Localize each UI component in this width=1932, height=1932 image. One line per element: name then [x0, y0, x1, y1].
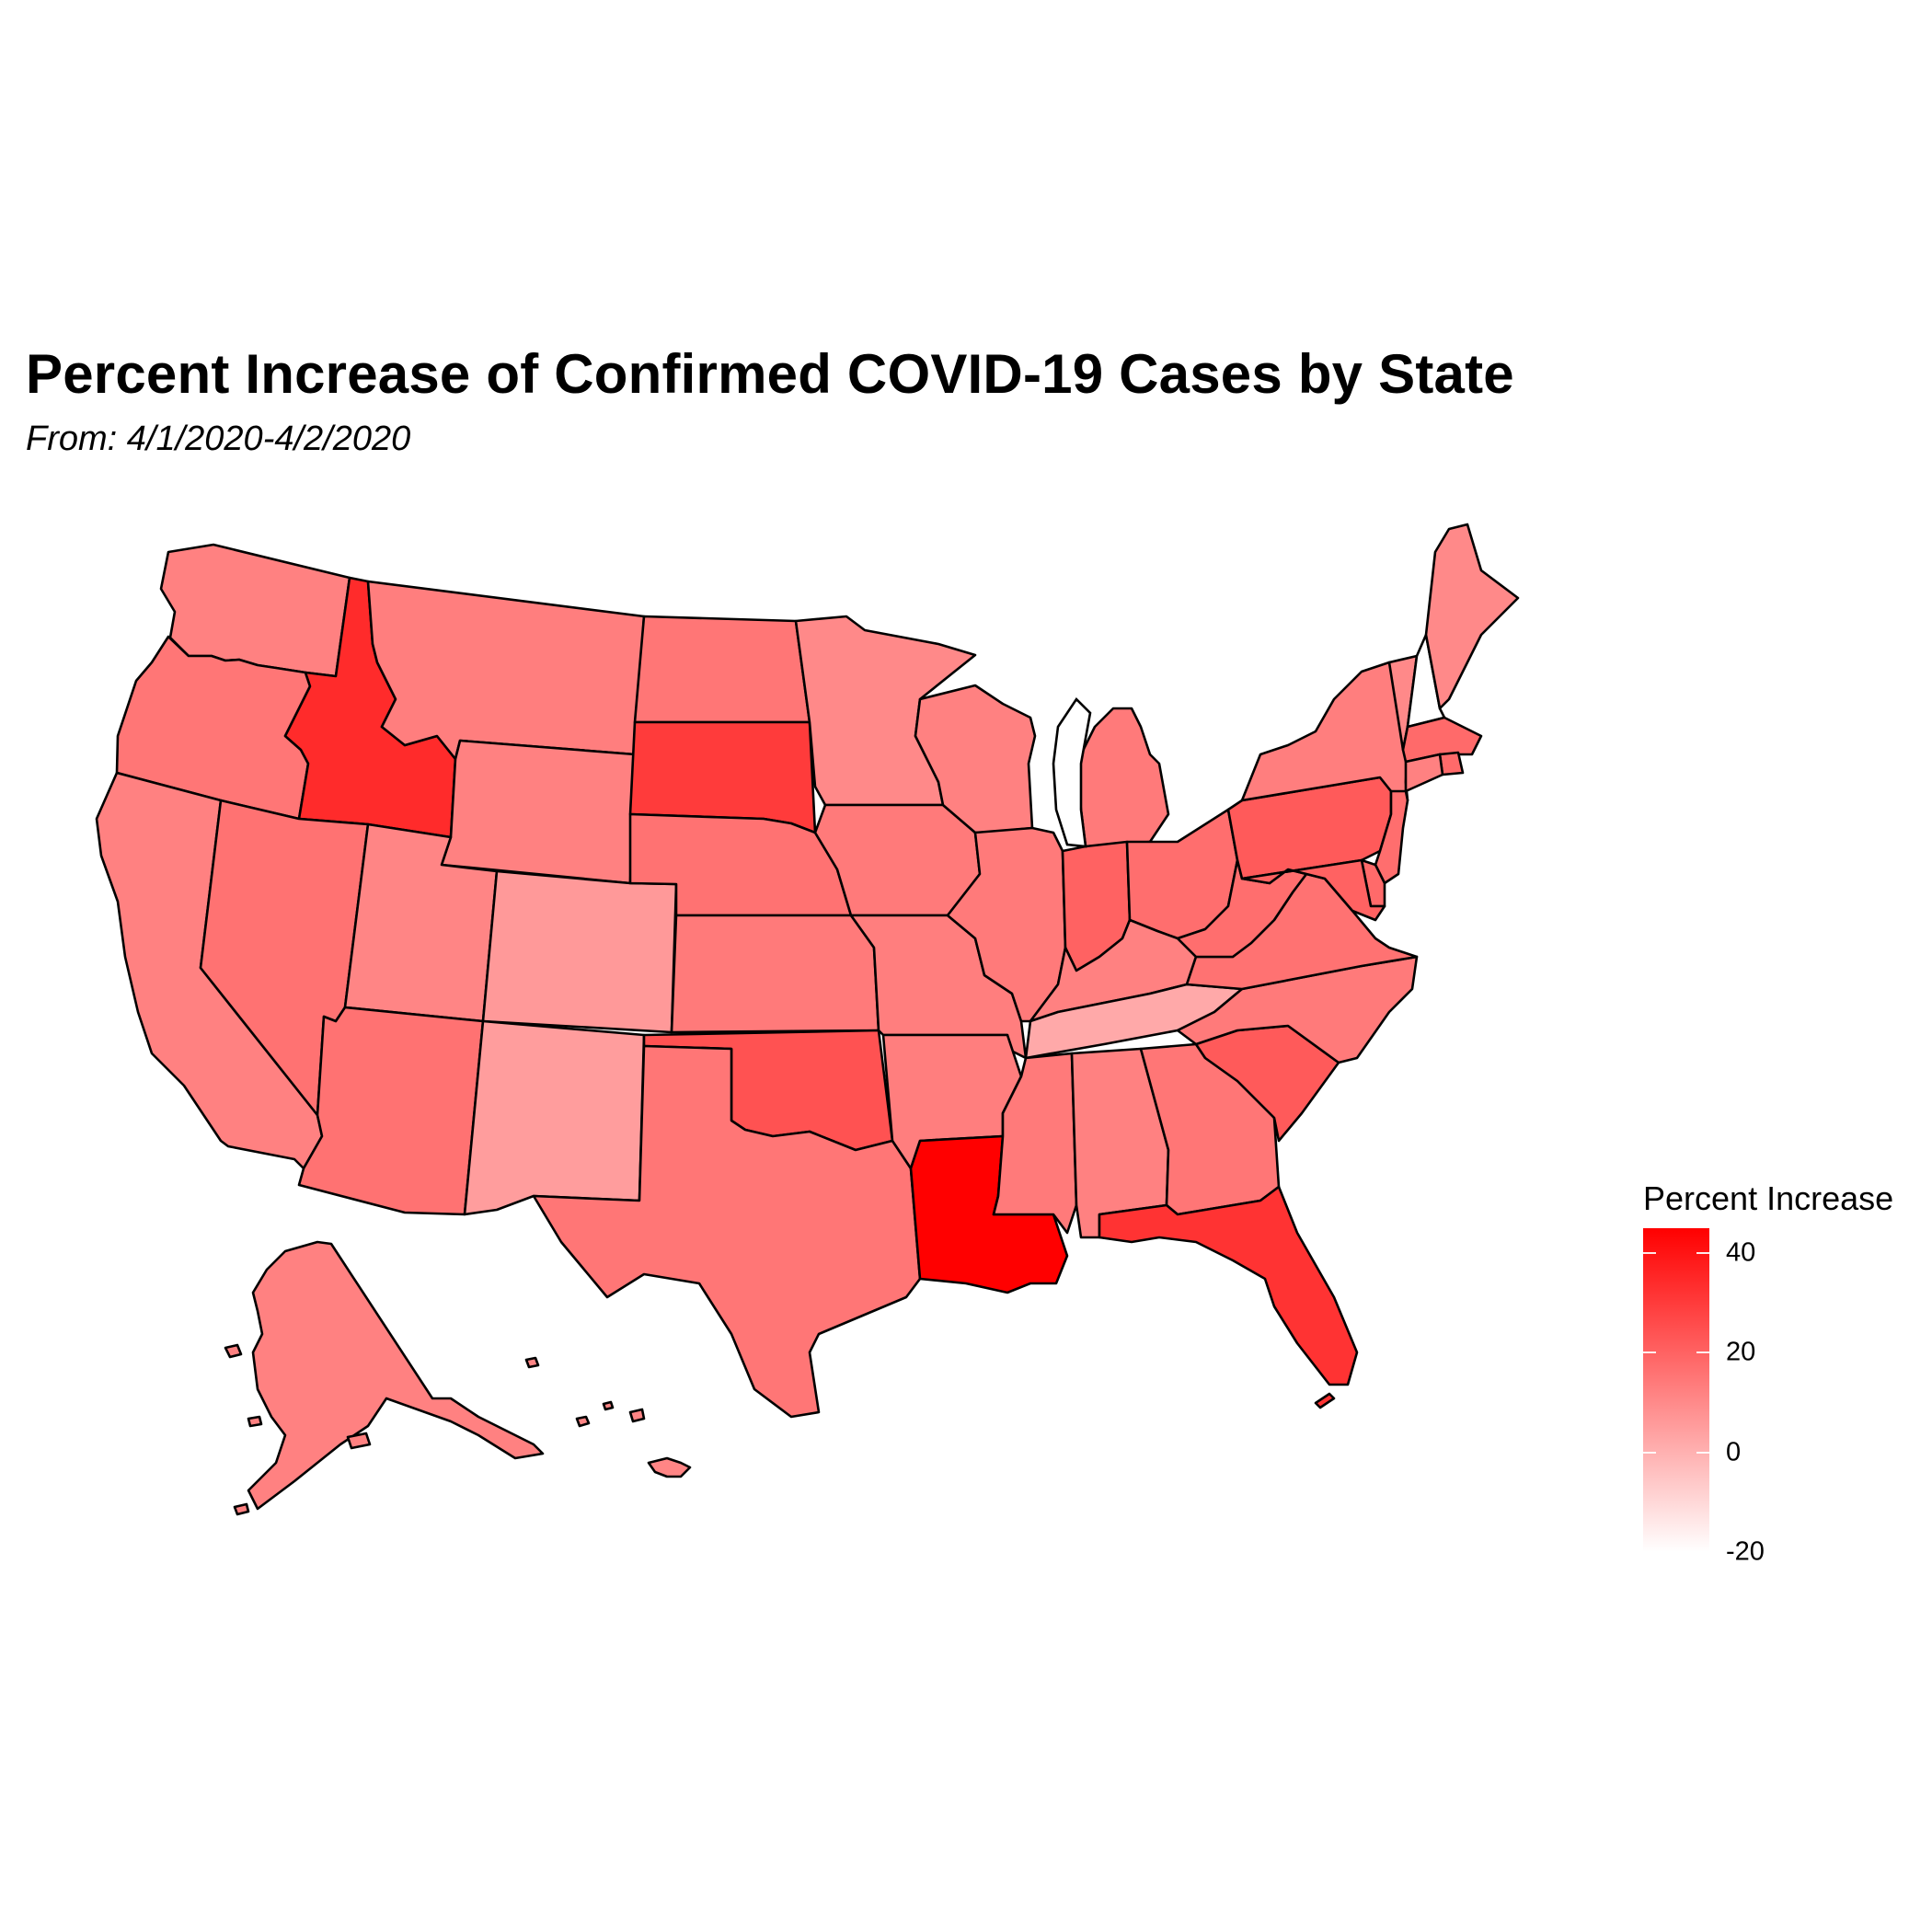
- legend-tick-mark: [1643, 1351, 1656, 1354]
- legend-tick-label: 20: [1726, 1337, 1756, 1367]
- state-florida: [1098, 1185, 1359, 1386]
- chart-title: Percent Increase of Confirmed COVID-19 C…: [26, 343, 1514, 405]
- island-piece-hawaii: [575, 1415, 591, 1428]
- legend-tick-mark: [1696, 1351, 1709, 1354]
- state-montana: [366, 580, 646, 761]
- legend-tick-mark: [1643, 1252, 1656, 1255]
- state-wyoming: [440, 739, 637, 885]
- island-piece-alaska: [224, 1343, 243, 1359]
- island-piece-hawaii: [602, 1400, 615, 1411]
- legend-tick-label: 40: [1726, 1237, 1756, 1268]
- state-new-jersey: [1374, 789, 1409, 885]
- lake-michigan: [1052, 696, 1092, 848]
- state-arizona: [297, 1006, 485, 1216]
- chart-subtitle: From: 4/1/2020-4/2/2020: [26, 420, 411, 458]
- state-colorado: [481, 869, 678, 1034]
- island-piece-hawaii: [628, 1408, 646, 1423]
- legend-tick-mark: [1643, 1551, 1656, 1553]
- state-north-dakota: [633, 615, 811, 724]
- legend-color-bar: [1643, 1228, 1709, 1552]
- state-maine: [1424, 523, 1520, 710]
- legend-tick-mark: [1696, 1451, 1709, 1454]
- state-connecticut: [1404, 753, 1444, 793]
- state-texas: [532, 1044, 922, 1419]
- legend-tick-label: -20: [1726, 1536, 1765, 1567]
- legend-tick-mark: [1696, 1252, 1709, 1255]
- state-illinois: [946, 826, 1067, 1023]
- legend-tick-label: 0: [1726, 1437, 1742, 1467]
- legend-tick-mark: [1696, 1551, 1709, 1553]
- island-piece-alaska: [346, 1432, 372, 1450]
- island-piece-hawaii: [524, 1356, 540, 1369]
- legend-title: Percent Increase: [1643, 1179, 1894, 1217]
- state-alaska: [247, 1240, 545, 1511]
- state-hawaii: [647, 1456, 692, 1478]
- state-new-mexico: [463, 1019, 646, 1216]
- island-piece-alaska: [233, 1502, 250, 1516]
- state-mississippi: [992, 1052, 1078, 1235]
- legend-tick-mark: [1643, 1451, 1656, 1454]
- state-new-hampshire: [1406, 633, 1446, 729]
- state-kansas: [670, 914, 880, 1034]
- state-maryland: [1240, 858, 1386, 922]
- island-piece-florida: [1314, 1392, 1336, 1409]
- island-piece-alaska: [247, 1415, 263, 1428]
- state-michigan: [1075, 707, 1170, 848]
